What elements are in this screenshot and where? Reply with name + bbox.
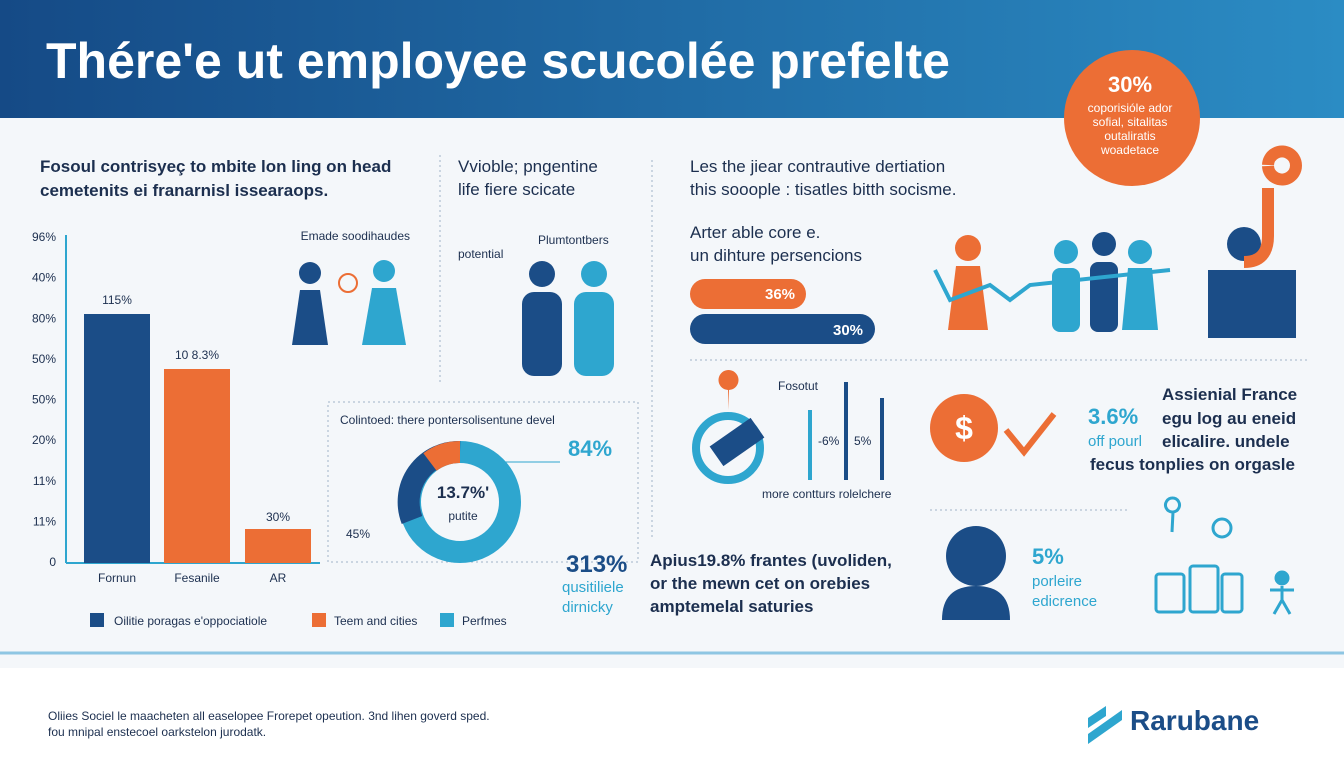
legend-swatch (90, 613, 104, 627)
people-group (933, 145, 1302, 338)
footer-text: Oliies Sociel le maacheten all easelopee… (48, 709, 490, 723)
pill-label: 36% (765, 286, 795, 303)
stat-label: edicrence (1032, 593, 1097, 610)
donut-value: 84% (568, 436, 612, 461)
badge (1064, 50, 1200, 186)
middle-heading: life fiere scicate (458, 180, 575, 199)
y-tick-label: 20% (32, 433, 56, 447)
donut-center: 13.7%' (437, 483, 489, 502)
bottom-text: Apius19.8% frantes (uvoliden, (650, 551, 892, 570)
right-text: egu log au eneid (1162, 409, 1296, 428)
icon (692, 412, 764, 484)
badge-value: 30% (1108, 72, 1152, 97)
bar (164, 369, 230, 563)
footer-text: fou mnipal enstecoel oarkstelon jurodatk… (48, 725, 266, 739)
left-heading: cemetenits ei franarnisl issearaops. (40, 181, 328, 200)
legend-label: Oilitie poragas e'oppociatiole (114, 614, 267, 628)
pill (690, 279, 806, 309)
bar-label: 30% (266, 510, 290, 524)
stat-label: dirnicky (562, 599, 613, 616)
donut-center: putite (448, 509, 478, 523)
network-icon (1154, 496, 1294, 615)
right-heading: Les the jiear contrautive dertiation (690, 157, 945, 176)
right-sub: un dihture persencions (690, 246, 862, 265)
badge-text: outaliratis (1104, 129, 1155, 143)
icon-value: -6% (818, 434, 840, 448)
dollar-sign: $ (955, 410, 973, 446)
stat-label: porleire (1032, 573, 1082, 590)
legend-swatch (440, 613, 454, 627)
right-text: fecus tonplies on orgasle (1090, 455, 1295, 474)
icon-caption: more contturs rolelchere (762, 487, 892, 501)
stat: 3.6% (1088, 404, 1138, 429)
frame (327, 401, 639, 563)
label: potential (458, 247, 503, 261)
person-icon (946, 526, 1006, 586)
stat: 313% (566, 551, 627, 578)
legend-label: Teem and cities (334, 614, 417, 628)
x-tick-label: AR (270, 571, 287, 585)
logo-mark (1088, 706, 1122, 744)
icon-title: Fosotut (778, 379, 819, 393)
annotation: Emade soodihaudes (301, 229, 410, 243)
y-tick-label: 11% (33, 474, 56, 488)
donut-value: 45% (346, 527, 370, 541)
icon (709, 417, 765, 467)
title: Thére'e ut employee scucolée prefelte (46, 33, 950, 89)
person-icon (942, 586, 1010, 620)
x-tick-label: Fornun (98, 571, 136, 585)
y-tick-label: 50% (32, 393, 56, 407)
right-sub: Arter able core e. (690, 223, 820, 242)
stat-label: qusitiliele (562, 579, 624, 596)
bottom-text: or the mewn cet on orebies (650, 574, 870, 593)
middle-heading: Vvioble; pngentine (458, 157, 598, 176)
y-tick-label: 0 (49, 555, 56, 569)
legend-swatch (312, 613, 326, 627)
people-icon (522, 261, 614, 376)
x-tick-label: Fesanile (174, 571, 220, 585)
brand: Rarubane (1130, 705, 1259, 736)
badge-text: woadetace (1100, 143, 1159, 157)
pill-label: 30% (833, 322, 863, 339)
dollar-icon (930, 394, 998, 462)
y-tick-label: 40% (32, 271, 56, 285)
donut-segment (423, 441, 461, 472)
bar (84, 314, 150, 563)
bar (245, 529, 311, 563)
label: Plumtontbers (538, 233, 609, 247)
stat-label: off pourl (1088, 433, 1142, 450)
y-axis: 96% 40% 80% 50% 50% 20% 11% 11% 0 (32, 230, 56, 569)
y-tick-label: 96% (32, 230, 56, 244)
icon (718, 370, 739, 410)
y-tick-label: 80% (32, 311, 56, 325)
y-tick-label: 50% (32, 352, 56, 366)
bar-label: 10 8.3% (175, 348, 219, 362)
badge-text: coporisióle ador (1088, 101, 1173, 115)
people-icon (292, 260, 406, 345)
right-text: Assienial France (1162, 385, 1297, 404)
y-tick-label: 11% (33, 514, 56, 528)
badge-text: sofial, sitalitas (1093, 115, 1168, 129)
check-icon (1003, 412, 1057, 457)
donut-title: Colintoed: there pontersolisentune devel (340, 413, 555, 427)
pill (690, 314, 875, 344)
right-text: elicalire. undele (1162, 432, 1290, 451)
left-heading: Fosoul contrisyeç to mbite lon ling on h… (40, 157, 391, 176)
bar-label: 115% (102, 293, 132, 307)
icon-value: 5% (854, 434, 872, 448)
stat: 5% (1032, 544, 1064, 569)
right-heading: this sooople : tisatles bitth socisme. (690, 180, 956, 199)
bottom-text: amptemelal saturies (650, 597, 813, 616)
legend-label: Perfmes (462, 614, 507, 628)
